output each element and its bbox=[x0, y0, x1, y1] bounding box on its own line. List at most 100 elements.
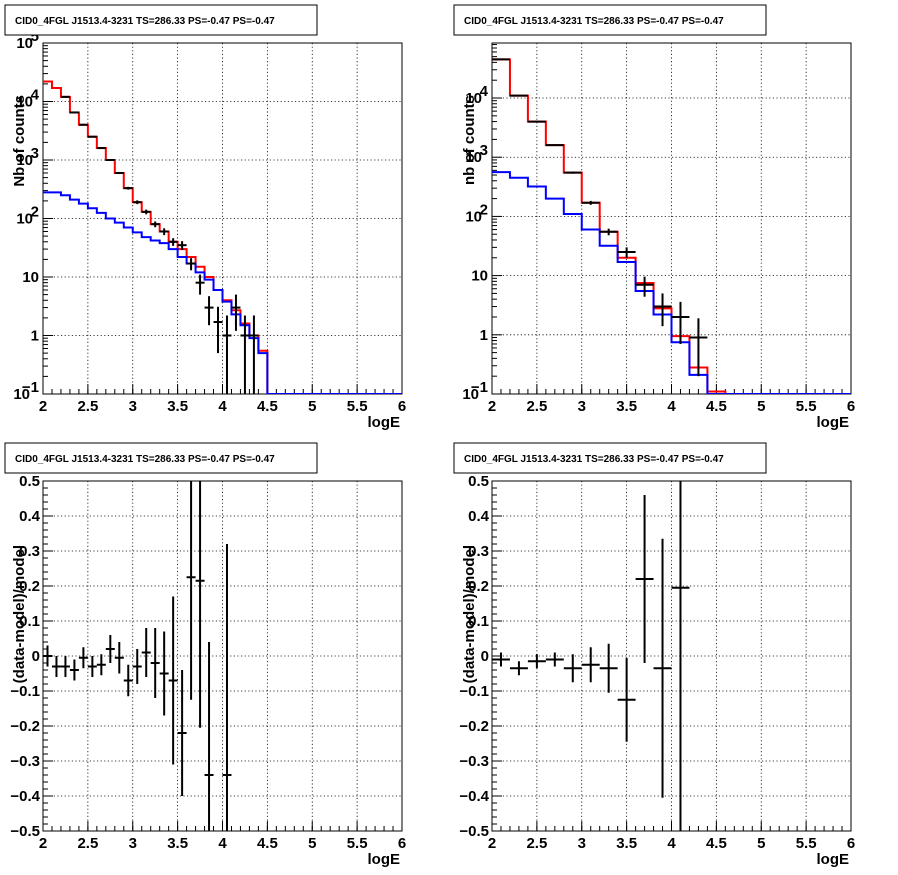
y-axis-label: (data-model)/model bbox=[461, 545, 478, 683]
chart-title: CID0_4FGL J1513.4-3231 TS=286.33 PS=-0.4… bbox=[15, 16, 275, 27]
y-tick-label: 10 bbox=[465, 149, 482, 166]
x-tick-label: 5 bbox=[308, 835, 316, 852]
plot-frame bbox=[42, 42, 403, 395]
x-tick-label: 5 bbox=[308, 398, 316, 415]
data-layer bbox=[43, 481, 232, 831]
y-axis-label: (data-model)/model bbox=[11, 545, 28, 683]
panel-bottom-left: 2 2.5 3 3.5 4 4.5 5 5.5 6 −0.5 −0.4 −0.3 −0.2 −0.1 0 0.… bbox=[4, 442, 406, 868]
chart-title: CID0_4FGL J1513.4-3231 TS=286.33 PS=-0.4… bbox=[15, 454, 275, 465]
y-tick-label: −0.5 bbox=[10, 823, 40, 840]
x-tick-label: 5.5 bbox=[347, 835, 368, 852]
y-tick-exponent: −1 bbox=[22, 379, 39, 396]
y-tick-label: −0.2 bbox=[459, 718, 489, 735]
x-tick-label: 6 bbox=[398, 835, 406, 852]
y-tick-label: −0.4 bbox=[459, 788, 489, 805]
x-tick-label: 4.5 bbox=[706, 398, 727, 415]
panel-bottom-right: 2 2.5 3 3.5 4 4.5 5 5.5 6 −0.5 −0.4 −0.3 −0.2 −0.1 0 0.… bbox=[453, 442, 855, 868]
y-tick-label: 10 bbox=[16, 211, 33, 228]
y-tick-exponent: 2 bbox=[31, 204, 39, 221]
x-tick-label: 3 bbox=[129, 835, 137, 852]
y-tick-label: 0.4 bbox=[19, 508, 41, 525]
y-tick-label: 0.5 bbox=[19, 473, 40, 490]
x-tick-label: 3 bbox=[578, 398, 586, 415]
panel-top-left: 2 2.5 3 3.5 4 4.5 5 5.5 610−1110102103104105logE… bbox=[4, 4, 406, 431]
panel-top-right: 2 2.5 3 3.5 4 4.5 5 5.5 610−1110102103104logEnb … bbox=[453, 4, 855, 431]
y-tick-label: 0.1 bbox=[19, 613, 40, 630]
y-tick-label: −0.2 bbox=[10, 718, 40, 735]
chart-title: CID0_4FGL J1513.4-3231 TS=286.33 PS=-0.4… bbox=[464, 454, 724, 465]
chart-title: CID0_4FGL J1513.4-3231 TS=286.33 PS=-0.4… bbox=[464, 16, 724, 27]
x-tick-label: 4 bbox=[218, 835, 227, 852]
y-tick-label: 0.2 bbox=[468, 578, 489, 595]
x-tick-label: 3.5 bbox=[167, 398, 188, 415]
x-tick-label: 4.5 bbox=[706, 835, 727, 852]
x-axis-label: logE bbox=[368, 414, 401, 431]
x-tick-label: 2.5 bbox=[526, 398, 547, 415]
y-tick-label: 0 bbox=[32, 648, 40, 665]
x-tick-label: 4 bbox=[667, 398, 676, 415]
y-tick-label: 0.5 bbox=[468, 473, 489, 490]
x-tick-label: 4 bbox=[218, 398, 227, 415]
x-tick-label: 6 bbox=[398, 398, 406, 415]
x-tick-label: 5.5 bbox=[796, 835, 817, 852]
y-axis-label: Nb of counts bbox=[11, 95, 28, 187]
y-tick-label: 0.3 bbox=[468, 543, 489, 560]
y-tick-label: 10 bbox=[465, 208, 482, 225]
title-box bbox=[453, 4, 767, 36]
y-tick-label: 10 bbox=[16, 152, 33, 169]
y-tick-exponent: 5 bbox=[31, 28, 39, 45]
y-tick-label: 10 bbox=[22, 269, 39, 286]
x-tick-label: 4 bbox=[667, 835, 676, 852]
y-tick-label: 0.2 bbox=[19, 578, 40, 595]
x-tick-label: 6 bbox=[847, 398, 855, 415]
title-box bbox=[4, 442, 318, 474]
x-tick-label: 5 bbox=[757, 835, 765, 852]
x-tick-label: 2.5 bbox=[77, 398, 98, 415]
y-tick-label: −0.1 bbox=[459, 683, 489, 700]
x-axis-label: logE bbox=[817, 414, 850, 431]
x-tick-label: 4.5 bbox=[257, 398, 278, 415]
y-tick-label: 0.4 bbox=[468, 508, 490, 525]
x-tick-label: 6 bbox=[847, 835, 855, 852]
y-tick-exponent: −1 bbox=[471, 379, 488, 396]
x-tick-label: 2 bbox=[488, 835, 496, 852]
x-tick-label: 4.5 bbox=[257, 835, 278, 852]
y-tick-label: −0.3 bbox=[459, 753, 489, 770]
y-tick-label: 10 bbox=[465, 90, 482, 107]
x-axis-label: logE bbox=[817, 851, 850, 868]
y-tick-label: 10 bbox=[16, 94, 33, 111]
x-tick-label: 5.5 bbox=[347, 398, 368, 415]
y-tick-label: 0.1 bbox=[468, 613, 489, 630]
x-tick-label: 3.5 bbox=[167, 835, 188, 852]
y-tick-exponent: 3 bbox=[480, 142, 488, 159]
data-layer bbox=[492, 58, 851, 394]
plot-frame bbox=[491, 480, 852, 832]
x-tick-label: 2.5 bbox=[526, 835, 547, 852]
plot-frame bbox=[42, 480, 403, 832]
y-tick-label: 1 bbox=[31, 328, 39, 345]
y-tick-label: −0.4 bbox=[10, 788, 40, 805]
title-box bbox=[453, 442, 767, 474]
x-tick-label: 3 bbox=[129, 398, 137, 415]
x-tick-label: 5 bbox=[757, 398, 765, 415]
y-tick-exponent: 3 bbox=[31, 145, 39, 162]
y-tick-label: 10 bbox=[16, 35, 33, 52]
y-tick-exponent: 2 bbox=[480, 201, 488, 218]
histogram-series-line bbox=[492, 171, 851, 394]
y-tick-exponent: 4 bbox=[31, 87, 40, 104]
x-tick-label: 2 bbox=[488, 398, 496, 415]
y-tick-label: 0.3 bbox=[19, 543, 40, 560]
y-axis-label: nb of counts bbox=[461, 95, 478, 185]
x-tick-label: 3.5 bbox=[616, 835, 637, 852]
x-tick-label: 3.5 bbox=[616, 398, 637, 415]
data-layer bbox=[43, 80, 402, 394]
y-tick-label: −0.5 bbox=[459, 823, 489, 840]
x-tick-label: 2 bbox=[39, 398, 47, 415]
y-tick-label: −0.1 bbox=[10, 683, 40, 700]
x-tick-label: 2.5 bbox=[77, 835, 98, 852]
x-axis-label: logE bbox=[368, 851, 401, 868]
y-tick-label: 0 bbox=[481, 648, 489, 665]
y-tick-label: −0.3 bbox=[10, 753, 40, 770]
